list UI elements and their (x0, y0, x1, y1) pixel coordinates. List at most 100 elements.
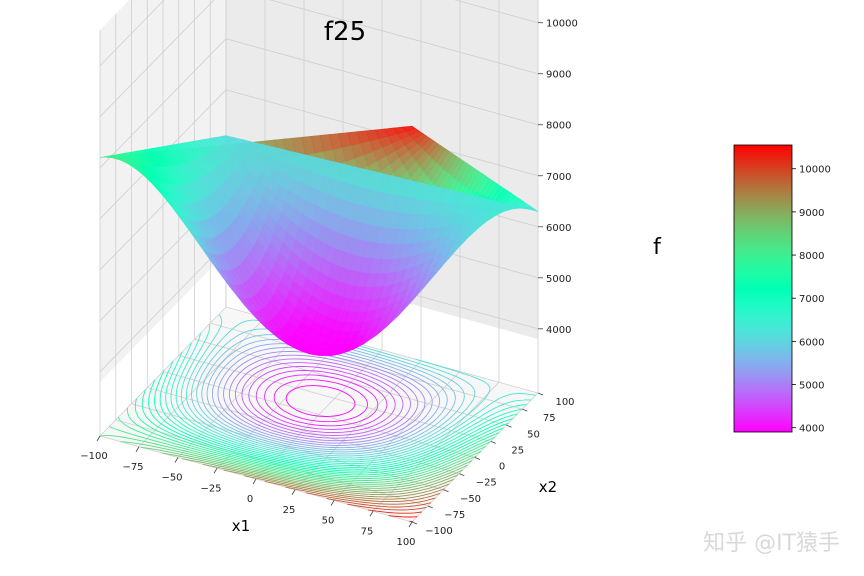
y-tick-label: −25 (476, 478, 497, 489)
surface-patch (221, 135, 236, 141)
contour-line (159, 361, 518, 468)
y-tick-mark (443, 489, 449, 493)
x-axis-label: x1 (232, 517, 250, 535)
contour-line (148, 379, 509, 472)
x-tick-mark (291, 489, 296, 495)
y-axis-label: x2 (539, 478, 557, 496)
contour-line (264, 480, 445, 500)
contour-line (202, 463, 459, 493)
contour-line (100, 435, 482, 483)
x-tick-mark (252, 478, 257, 485)
contour-line (175, 333, 532, 463)
contour-line (126, 407, 495, 478)
chart-title: f25 (324, 17, 366, 47)
y-tick-mark (537, 392, 544, 396)
contour-line (109, 426, 486, 481)
colorbar-tick-label: 10000 (799, 165, 831, 176)
contour-line (170, 342, 527, 465)
y-tick-mark (411, 521, 418, 525)
watermark: 知乎 @IT猿手 (703, 531, 840, 556)
y-tick-label: 0 (499, 462, 505, 473)
z-tick-label: 6000 (546, 223, 571, 234)
contour-line (285, 385, 356, 417)
y-tick-mark (474, 457, 481, 460)
contour-line (326, 498, 432, 508)
grid-line (194, 0, 507, 426)
contour-line (273, 379, 368, 423)
contour-line (185, 314, 491, 459)
colorbar-ticks: 4000 5000 6000 7000 8000 9000 10000 (792, 165, 831, 435)
contour-line (141, 446, 473, 487)
y-tick-label: −75 (444, 510, 465, 521)
y-tick-label: 75 (543, 413, 556, 424)
z-tick-label: 7000 (546, 172, 571, 183)
contour-line (388, 515, 418, 518)
contour-line (367, 509, 422, 514)
contour-line (223, 350, 426, 444)
x-tick-label: 50 (322, 516, 335, 527)
y-tick-label: −50 (460, 494, 481, 505)
contour-line (141, 389, 505, 474)
z-tick-label: 9000 (546, 70, 571, 81)
contour-line (228, 354, 419, 442)
colorbar-gradient (733, 144, 793, 433)
z-tick-label: 10000 (546, 19, 578, 30)
z-tick-label: 8000 (546, 121, 571, 132)
z-tick-label: 5000 (546, 274, 571, 285)
contour-line (248, 366, 396, 434)
contour-line (154, 370, 514, 470)
y-tick-mark (459, 473, 465, 476)
x-tick-mark (174, 457, 179, 463)
contour-line (165, 351, 523, 466)
contour-line (241, 362, 404, 436)
grid-line (99, 0, 539, 117)
axis-ticks: −100−75−50−250255075100−100−75−50−250255… (80, 19, 578, 548)
colorbar-tick-label: 5000 (799, 381, 824, 392)
z-axis-label: f (653, 235, 662, 260)
contour-line (306, 492, 436, 505)
x-tick-label: −50 (161, 473, 182, 484)
x-tick-label: −100 (80, 451, 107, 462)
contour-line (235, 358, 411, 439)
x-tick-label: 0 (247, 494, 253, 505)
colorbar-tick-label: 4000 (799, 424, 824, 435)
colorbar-tick-label: 6000 (799, 337, 824, 348)
x-tick-label: 100 (396, 537, 415, 548)
contour-line (180, 323, 536, 461)
x-tick-label: 25 (283, 505, 296, 516)
y-tick-label: 25 (511, 445, 524, 456)
grid-line (162, 0, 476, 458)
y-tick-label: 50 (527, 429, 540, 440)
colorbar-tick-label: 9000 (799, 208, 824, 219)
x-tick-mark (96, 435, 101, 442)
x-tick-mark (213, 468, 218, 474)
contour-line (161, 452, 468, 489)
x-tick-label: −25 (200, 483, 221, 494)
y-tick-mark (490, 441, 496, 444)
contour-line (117, 416, 491, 480)
y-tick-label: 100 (555, 397, 574, 408)
x-tick-label: 75 (361, 526, 374, 537)
contour-line (120, 441, 477, 485)
surface-mesh (99, 125, 539, 356)
grid-line (209, 0, 523, 410)
x-tick-mark (330, 500, 335, 506)
contour-line (244, 475, 450, 498)
y-tick-label: −100 (425, 526, 452, 537)
contour-line (347, 503, 427, 511)
floor-contours (100, 314, 536, 522)
colorbar-tick-label: 7000 (799, 294, 824, 305)
colorbar: 4000 5000 6000 7000 8000 9000 10000 (733, 144, 831, 435)
contour-line (285, 486, 441, 503)
x-tick-label: −75 (122, 462, 143, 473)
x-tick-mark (369, 511, 374, 517)
grid-line (99, 0, 539, 66)
y-tick-mark (506, 424, 512, 428)
y-tick-mark (427, 505, 433, 509)
z-tick-label: 4000 (546, 325, 571, 336)
grid-line (178, 0, 491, 442)
grid-line (99, 38, 539, 168)
contour-line (134, 398, 500, 476)
x-tick-mark (408, 521, 413, 528)
